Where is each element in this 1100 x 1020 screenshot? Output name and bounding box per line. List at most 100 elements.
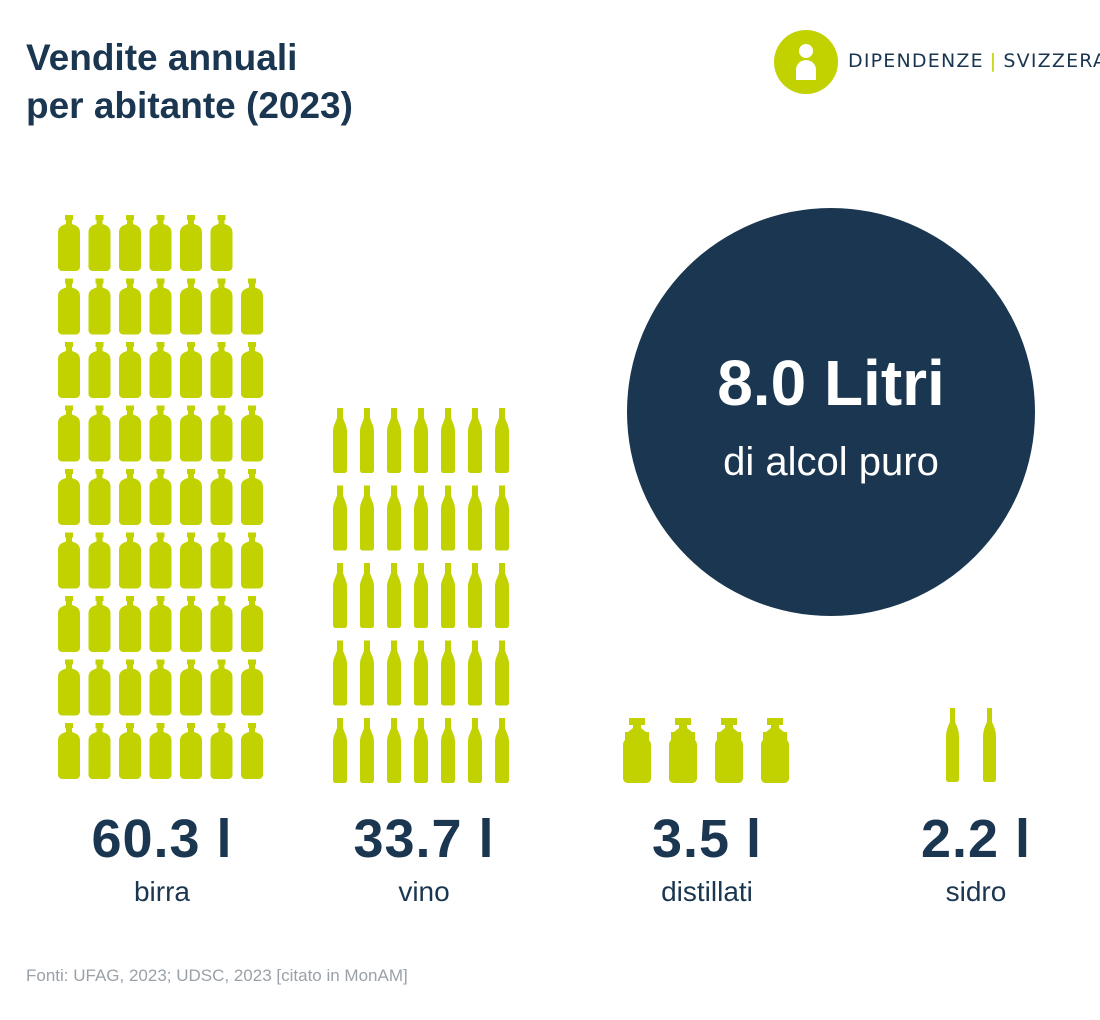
wine-bottle-vino-28-icon <box>495 485 509 551</box>
total-circle: 8.0 Litri di alcol puro <box>627 208 1035 616</box>
wine-bottle-vino-1-icon <box>333 718 347 783</box>
value-label-birra: 60.3 l <box>91 809 233 869</box>
wine-bottle-vino-15-icon <box>333 563 347 628</box>
wine-bottle-vino-21-icon <box>495 563 509 628</box>
beer-bottle-birra-20-icon <box>210 596 233 652</box>
beer-bottle-birra-31-icon <box>119 469 141 525</box>
wine-bottle-vino-16-icon <box>360 563 374 628</box>
beer-bottle-birra-6-icon <box>210 723 233 779</box>
wine-bottle-vino-12-icon <box>441 640 455 706</box>
beer-bottle-birra-57-icon <box>58 215 80 271</box>
beer-bottle-birra-8-icon <box>58 659 80 716</box>
category-label-distillati: distillati <box>661 876 753 907</box>
beer-bottle-birra-23-icon <box>88 532 111 589</box>
beer-bottle-birra-36-icon <box>58 405 80 462</box>
beer-bottle-birra-11-icon <box>149 659 172 716</box>
spirits-bottle-distillati-3-icon <box>715 718 743 783</box>
category-label-birra: birra <box>133 876 190 907</box>
beer-bottle-birra-32-icon <box>149 469 172 525</box>
wine-bottle-vino-24-icon <box>387 485 401 551</box>
beer-bottle-birra-55-icon <box>210 278 233 335</box>
beer-bottle-birra-29-icon <box>58 469 80 525</box>
category-label-vino: vino <box>398 876 450 907</box>
beer-bottle-birra-53-icon <box>149 278 172 335</box>
beer-bottle-birra-39-icon <box>149 405 172 462</box>
beer-bottle-birra-46-icon <box>149 342 172 398</box>
value-label-vino: 33.7 l <box>353 809 495 869</box>
wine-bottle-vino-6-icon <box>468 718 482 783</box>
beer-bottle-birra-10-icon <box>119 659 141 716</box>
beer-bottle-birra-50-icon <box>58 278 80 335</box>
beer-bottle-birra-7-icon <box>241 723 263 779</box>
wine-bottle-vino-17-icon <box>387 563 401 628</box>
beer-bottle-birra-26-icon <box>180 532 202 589</box>
beer-bottle-birra-34-icon <box>210 469 233 525</box>
beer-bottle-birra-51-icon <box>88 278 111 335</box>
spirits-bottle-distillati-2-icon <box>669 718 697 783</box>
beer-bottle-birra-25-icon <box>149 532 172 589</box>
wine-bottle-vino-4-icon <box>414 718 428 783</box>
title-line-1: Vendite annuali <box>26 37 298 78</box>
wine-bottle-vino-30-icon <box>360 408 374 473</box>
wine-bottle-vino-29-icon <box>333 408 347 473</box>
beer-bottle-birra-18-icon <box>149 596 172 652</box>
beer-bottle-birra-19-icon <box>180 596 202 652</box>
beer-bottle-birra-12-icon <box>180 659 202 716</box>
beer-bottle-birra-52-icon <box>119 278 141 335</box>
beer-bottle-birra-3-icon <box>119 723 141 779</box>
spirits-bottle-distillati-4-icon <box>761 718 789 783</box>
title-line-2: per abitante (2023) <box>26 85 353 126</box>
logo-wordmark: DIPENDENZE | SVIZZERA <box>848 50 1100 72</box>
beer-bottle-birra-5-icon <box>180 723 202 779</box>
beer-bottle-birra-41-icon <box>210 405 233 462</box>
beer-bottle-birra-54-icon <box>180 278 202 335</box>
total-value: 8.0 Litri <box>717 347 945 419</box>
cider-bottle-sidro-1-icon <box>946 708 959 782</box>
beer-bottle-birra-9-icon <box>88 659 111 716</box>
beer-bottle-birra-44-icon <box>88 342 111 398</box>
value-label-distillati: 3.5 l <box>651 809 763 869</box>
logo-separator: | <box>989 50 998 72</box>
wine-bottle-vino-32-icon <box>414 408 428 473</box>
beer-bottle-birra-47-icon <box>180 342 202 398</box>
beer-bottle-birra-58-icon <box>88 215 111 271</box>
wine-bottle-vino-26-icon <box>441 485 455 551</box>
wine-bottle-vino-19-icon <box>441 563 455 628</box>
wine-bottle-vino-9-icon <box>360 640 374 706</box>
wine-bottle-vino-8-icon <box>333 640 347 706</box>
beer-bottle-birra-17-icon <box>119 596 141 652</box>
spirits-bottle-distillati-1-icon <box>623 718 651 783</box>
wine-bottle-vino-33-icon <box>441 408 455 473</box>
beer-bottle-birra-28-icon <box>241 532 263 589</box>
beer-bottle-birra-45-icon <box>119 342 141 398</box>
beer-bottle-birra-49-icon <box>241 342 263 398</box>
total-label: di alcol puro <box>723 440 939 484</box>
beer-bottle-birra-60-icon <box>149 215 172 271</box>
beer-bottle-birra-27-icon <box>210 532 233 589</box>
beer-bottle-birra-42-icon <box>241 405 263 462</box>
beer-bottle-birra-40-icon <box>180 405 202 462</box>
beer-bottle-birra-30-icon <box>88 469 111 525</box>
wine-bottle-vino-10-icon <box>387 640 401 706</box>
beer-bottle-birra-61-icon <box>180 215 202 271</box>
beer-bottle-birra-59-icon <box>119 215 141 271</box>
beer-bottle-birra-22-icon <box>58 532 80 589</box>
beer-bottle-birra-37-icon <box>88 405 111 462</box>
beer-bottle-birra-2-icon <box>88 723 111 779</box>
pictogram-chart <box>58 215 996 783</box>
wine-bottle-vino-27-icon <box>468 485 482 551</box>
wine-bottle-vino-2-icon <box>360 718 374 783</box>
value-label-sidro: 2.2 l <box>920 809 1032 869</box>
beer-bottle-birra-21-icon <box>241 596 263 652</box>
wine-bottle-vino-31-icon <box>387 408 401 473</box>
chart-title: Vendite annuali per abitante (2023) <box>26 34 353 130</box>
beer-bottle-birra-35-icon <box>241 469 263 525</box>
beer-bottle-birra-33-icon <box>180 469 202 525</box>
beer-bottle-birra-38-icon <box>119 405 141 462</box>
wine-bottle-vino-14-icon <box>495 640 509 706</box>
beer-bottle-birra-14-icon <box>241 659 263 716</box>
beer-bottle-birra-13-icon <box>210 659 233 716</box>
wine-bottle-vino-25-icon <box>414 485 428 551</box>
wine-bottle-vino-22-icon <box>333 485 347 551</box>
wine-bottle-vino-13-icon <box>468 640 482 706</box>
